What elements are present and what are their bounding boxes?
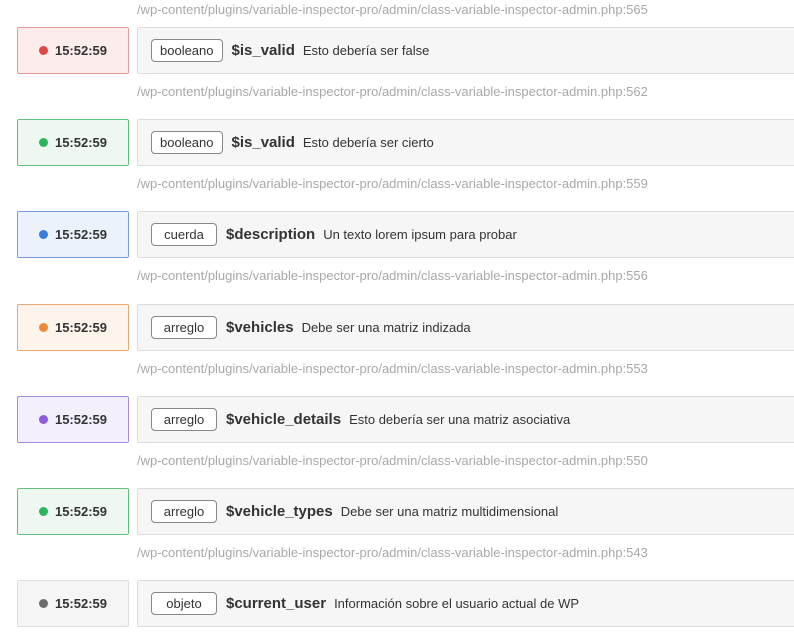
timestamp-badge: 15:52:59 xyxy=(17,488,129,535)
variable-description: Esto debería ser una matriz asociativa xyxy=(349,411,571,427)
variable-description: Debe ser una matriz indizada xyxy=(301,319,471,335)
variable-name: $is_valid xyxy=(231,42,295,59)
variable-name: $current_user xyxy=(226,595,327,613)
status-dot-icon xyxy=(38,138,48,148)
variable-description: Debe ser una matriz multidimensional xyxy=(340,504,559,519)
status-dot-icon xyxy=(38,322,48,332)
variable-description: Información sobre el usuario actual de W… xyxy=(334,596,580,612)
variable-details[interactable]: arreglo $vehicle_details Esto debería se… xyxy=(137,395,794,443)
file-path: /wp-content/plugins/variable-inspector-p… xyxy=(137,360,648,376)
file-path: /wp-content/plugins/variable-inspector-p… xyxy=(137,268,648,284)
status-dot-icon xyxy=(38,230,48,240)
status-dot-icon xyxy=(38,414,48,424)
timestamp: 15:52:59 xyxy=(54,227,108,243)
timestamp: 15:52:59 xyxy=(54,411,108,427)
timestamp: 15:52:59 xyxy=(54,43,108,58)
log-entry[interactable]: 15:52:59 objeto $current_user Informació… xyxy=(17,580,794,628)
variable-name: $is_valid xyxy=(231,134,295,152)
type-badge: objeto xyxy=(151,592,217,616)
log-entry[interactable]: 15:52:59 arreglo $vehicle_details Esto d… xyxy=(17,395,794,443)
file-path: /wp-content/plugins/variable-inspector-p… xyxy=(137,84,648,99)
type-badge: booleano xyxy=(151,39,223,62)
timestamp-badge: 15:52:59 xyxy=(17,119,129,167)
variable-description: Esto debería ser cierto xyxy=(302,135,434,151)
file-path: /wp-content/plugins/variable-inspector-p… xyxy=(137,452,648,468)
log-entry[interactable]: 15:52:59 booleano $is_valid Esto debería… xyxy=(17,119,794,167)
type-badge: cuerda xyxy=(151,223,217,247)
log-entry[interactable]: 15:52:59 cuerda $description Un texto lo… xyxy=(17,211,794,259)
type-badge: booleano xyxy=(151,131,223,155)
file-path: /wp-content/plugins/variable-inspector-p… xyxy=(137,545,648,560)
timestamp-badge: 15:52:59 xyxy=(17,395,129,443)
variable-details[interactable]: booleano $is_valid Esto debería ser fals… xyxy=(137,27,794,74)
variable-name: $vehicle_types xyxy=(226,503,333,520)
timestamp: 15:52:59 xyxy=(54,596,108,612)
type-badge: arreglo xyxy=(151,315,217,339)
status-dot-icon xyxy=(38,507,48,516)
variable-description: Un texto lorem ipsum para probar xyxy=(323,227,517,243)
timestamp: 15:52:59 xyxy=(54,319,108,335)
variable-name: $vehicle_details xyxy=(226,410,342,428)
timestamp-badge: 15:52:59 xyxy=(17,303,129,351)
timestamp-badge: 15:52:59 xyxy=(17,211,129,259)
variable-details[interactable]: arreglo $vehicles Debe ser una matriz in… xyxy=(137,303,794,351)
variable-details[interactable]: objeto $current_user Información sobre e… xyxy=(137,580,794,628)
file-path: /wp-content/plugins/variable-inspector-p… xyxy=(137,2,648,17)
status-dot-icon xyxy=(38,599,48,609)
timestamp-badge: 15:52:59 xyxy=(17,27,129,74)
variable-name: $vehicles xyxy=(226,318,294,336)
variable-details[interactable]: arreglo $vehicle_types Debe ser una matr… xyxy=(137,488,794,535)
variable-details[interactable]: booleano $is_valid Esto debería ser cier… xyxy=(137,119,794,167)
log-entry[interactable]: 15:52:59 arreglo $vehicle_types Debe ser… xyxy=(17,488,794,535)
log-entry[interactable]: 15:52:59 arreglo $vehicles Debe ser una … xyxy=(17,303,794,351)
variable-description: Esto debería ser false xyxy=(302,43,430,58)
timestamp: 15:52:59 xyxy=(54,135,108,151)
file-path: /wp-content/plugins/variable-inspector-p… xyxy=(137,176,648,192)
type-badge: arreglo xyxy=(151,500,217,523)
timestamp: 15:52:59 xyxy=(54,504,108,519)
variable-details[interactable]: cuerda $description Un texto lorem ipsum… xyxy=(137,211,794,259)
variable-name: $description xyxy=(226,226,316,244)
timestamp-badge: 15:52:59 xyxy=(17,580,129,628)
status-dot-icon xyxy=(38,46,48,55)
log-entry[interactable]: 15:52:59 booleano $is_valid Esto debería… xyxy=(17,27,794,74)
type-badge: arreglo xyxy=(151,407,217,431)
